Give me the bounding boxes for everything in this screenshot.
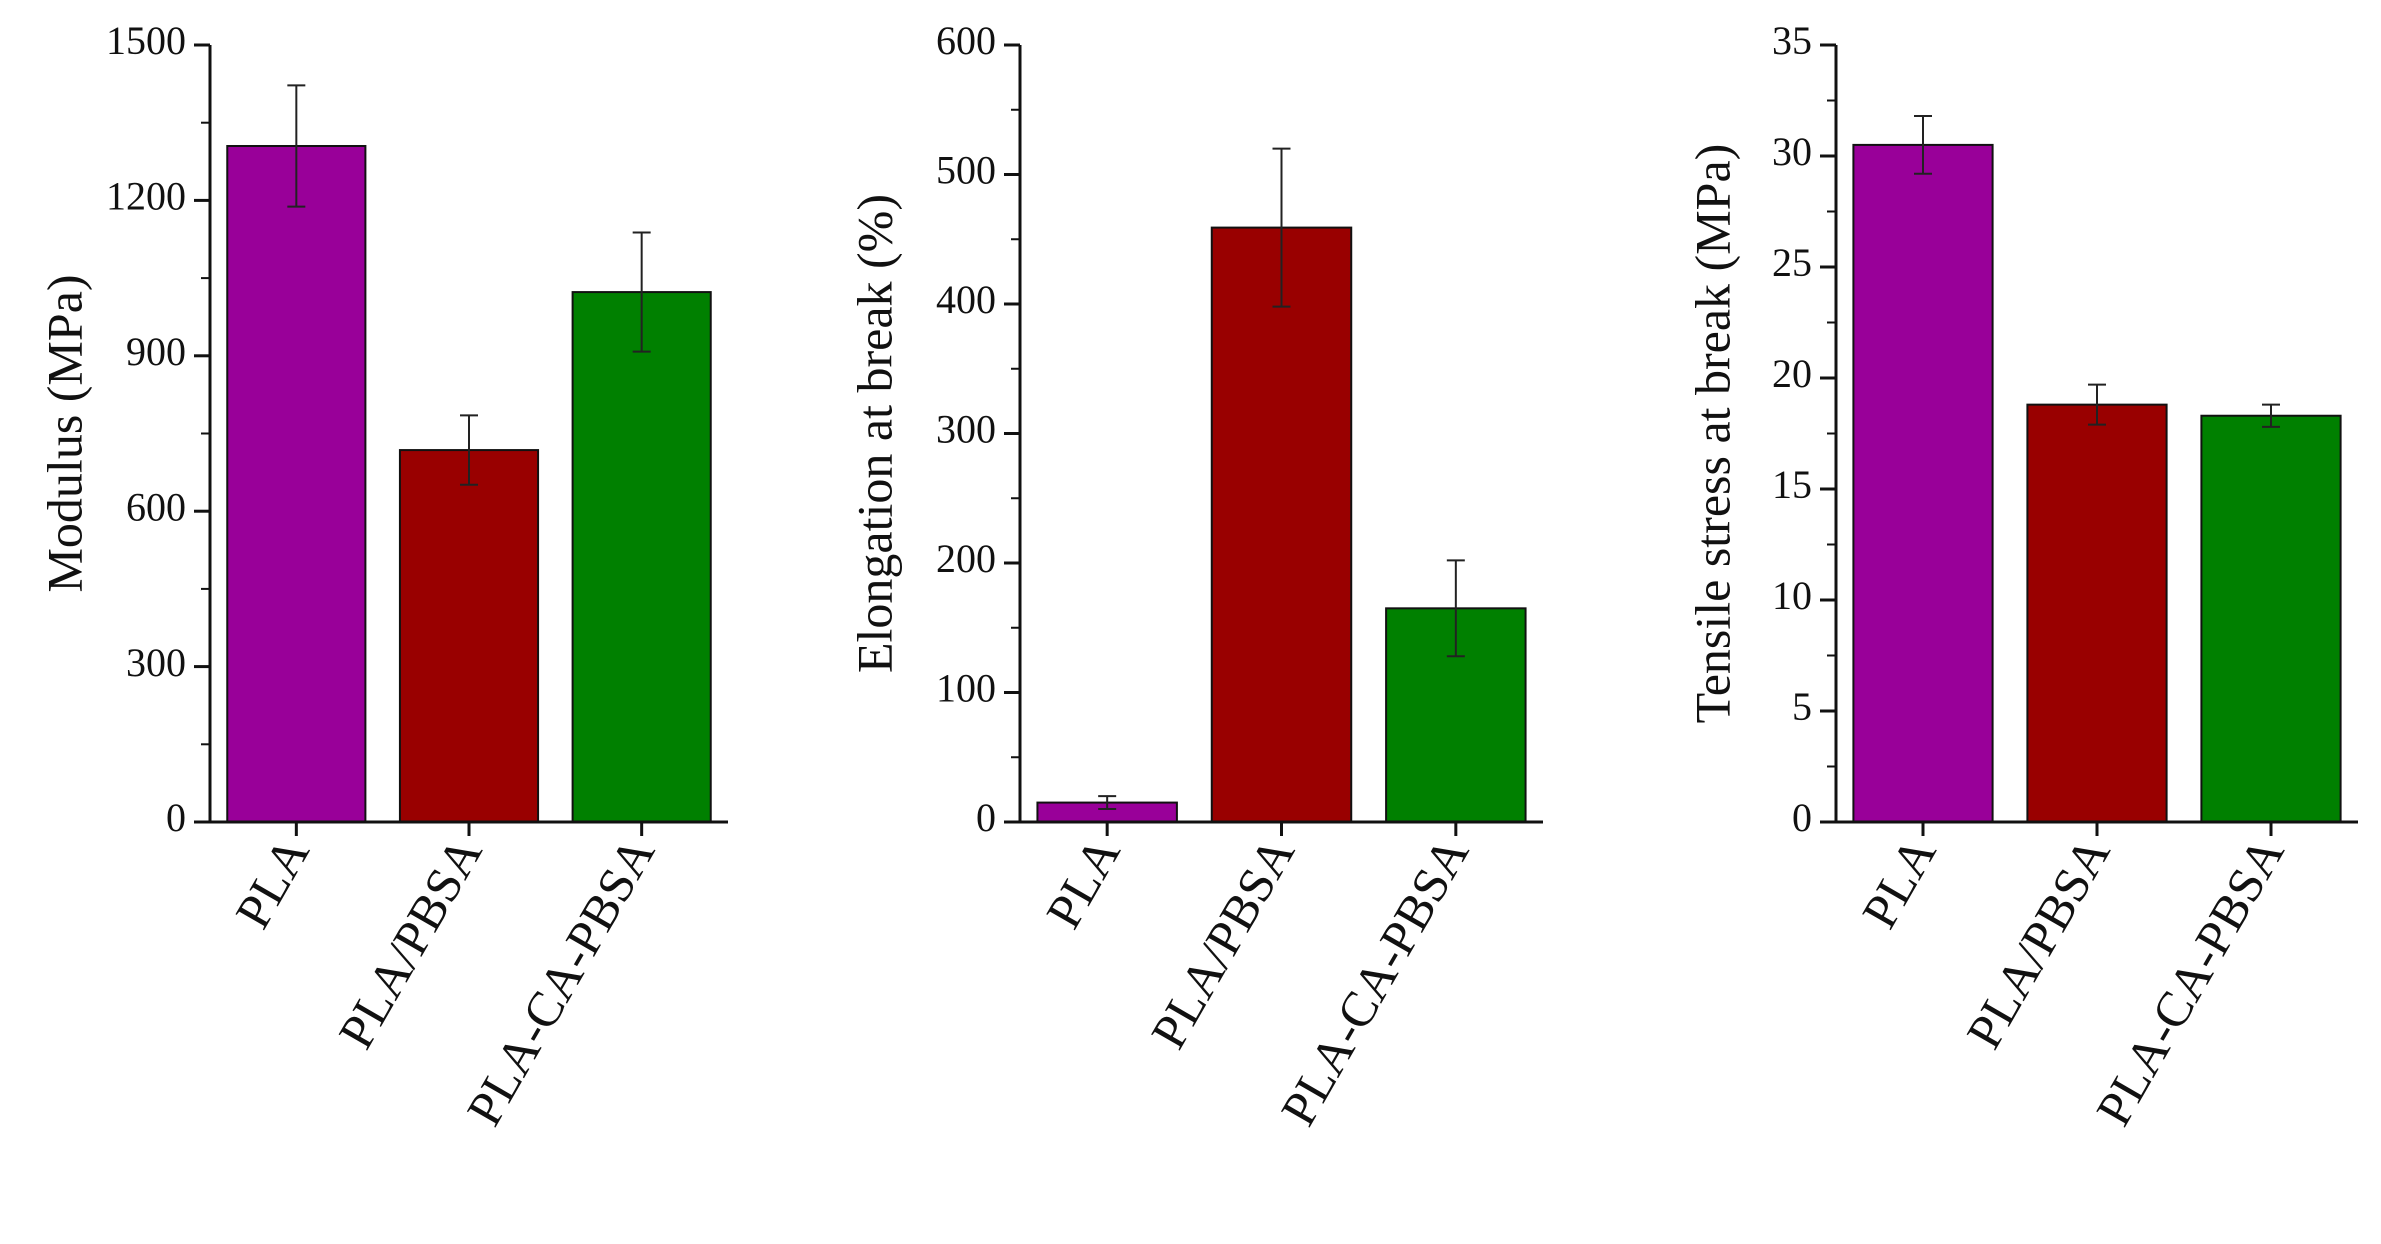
modulus-bar xyxy=(226,145,367,823)
modulus-category-label: PLA xyxy=(224,828,320,938)
tensile-stress-bar xyxy=(1852,143,1994,823)
elongation-y-tick-label: 500 xyxy=(936,148,996,193)
elongation-category-label: PLA/PBSA xyxy=(1140,828,1305,1058)
elongation-y-tick-label: 400 xyxy=(936,277,996,322)
modulus-y-tick-label: 1500 xyxy=(106,18,186,63)
tensile-stress-bar xyxy=(2200,414,2342,823)
modulus-y-tick-label: 900 xyxy=(126,329,186,374)
modulus-y-tick-label: 1200 xyxy=(106,174,186,219)
tensile-stress-y-tick-label: 25 xyxy=(1772,240,1812,285)
tensile-stress-y-tick-label: 0 xyxy=(1792,795,1812,840)
tensile-stress-y-tick-label: 35 xyxy=(1772,18,1812,63)
modulus-y-axis-label: Modulus (MPa) xyxy=(36,274,92,592)
elongation-y-tick-label: 0 xyxy=(976,795,996,840)
modulus-bar xyxy=(398,449,540,823)
tensile-stress-category-label: PLA xyxy=(1851,828,1947,938)
tensile-stress-y-axis-label: Tensile stress at break (MPa) xyxy=(1684,144,1740,724)
elongation-y-tick-label: 300 xyxy=(936,407,996,452)
modulus-category-label: PLA-CA-PBSA xyxy=(456,828,666,1135)
modulus-y-tick-label: 600 xyxy=(126,484,186,529)
tensile-stress-y-tick-label: 5 xyxy=(1792,684,1812,729)
tensile-stress-y-tick-label: 15 xyxy=(1772,462,1812,507)
tensile-stress-y-tick-label: 10 xyxy=(1772,573,1812,618)
elongation-y-tick-label: 100 xyxy=(936,666,996,711)
elongation-y-tick-label: 600 xyxy=(936,18,996,63)
tensile-stress-bar xyxy=(2026,403,2168,823)
modulus-bar xyxy=(571,291,712,823)
elongation-bar xyxy=(1210,226,1353,824)
tensile-stress-y-tick-label: 30 xyxy=(1772,129,1812,174)
tensile-stress-category-label: PLA-CA-PBSA xyxy=(2085,828,2295,1135)
modulus-category-label: PLA/PBSA xyxy=(327,828,492,1058)
elongation-y-axis-label: Elongation at break (%) xyxy=(846,194,902,673)
elongation-category-label: PLA-CA-PBSA xyxy=(1270,828,1480,1135)
modulus-y-tick-label: 0 xyxy=(166,795,186,840)
modulus-y-tick-label: 300 xyxy=(126,640,186,685)
elongation-category-label: PLA xyxy=(1035,828,1131,938)
elongation-y-tick-label: 200 xyxy=(936,536,996,581)
tensile-stress-category-label: PLA/PBSA xyxy=(1955,828,2120,1058)
tensile-stress-y-tick-label: 20 xyxy=(1772,351,1812,396)
